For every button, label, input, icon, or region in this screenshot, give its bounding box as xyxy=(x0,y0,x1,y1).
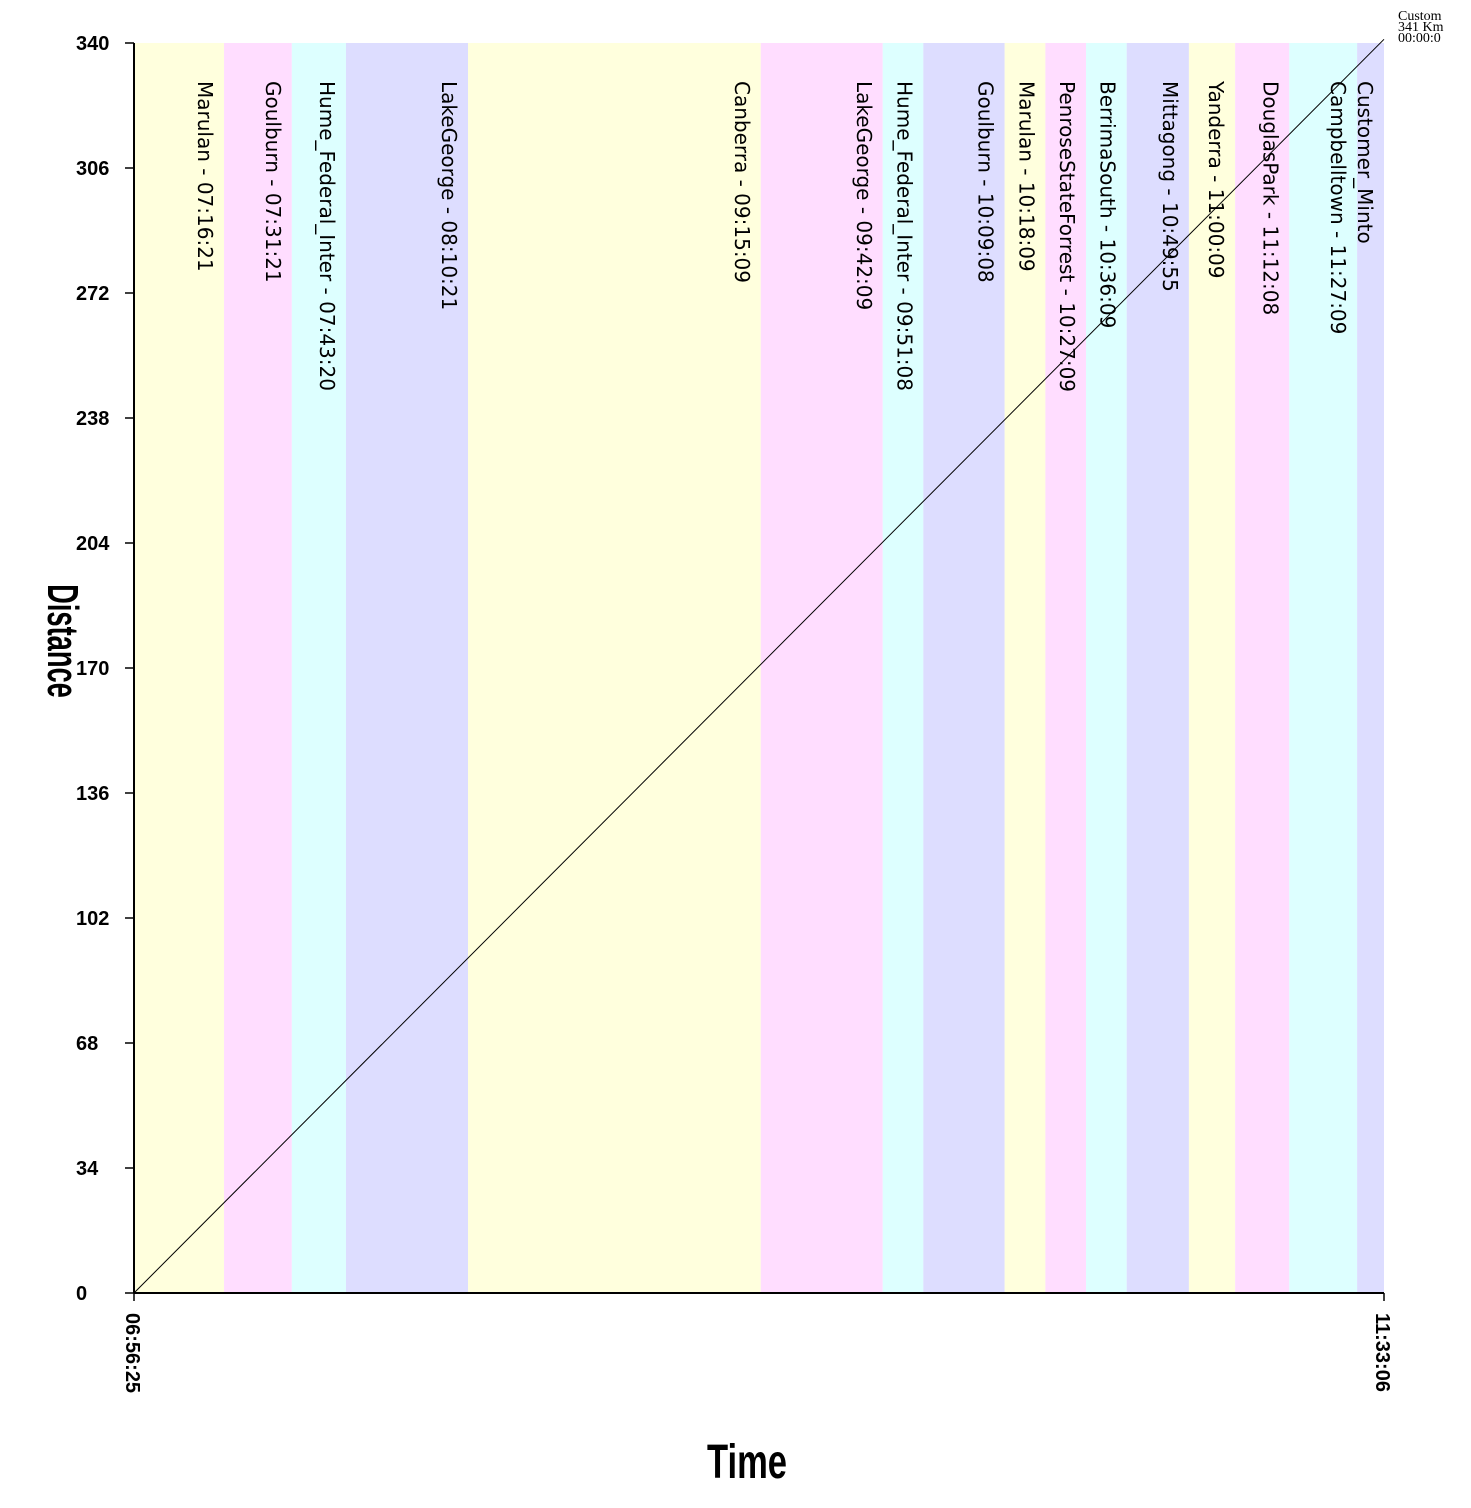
stop-band-15 xyxy=(1357,43,1384,1293)
stop-label-15: Customer_Minto xyxy=(1353,81,1377,244)
x-tick-label-1: 11:33:06 xyxy=(1371,1313,1393,1392)
stop-band-11 xyxy=(1126,43,1189,1293)
stop-label-7: Goulburn - 10:09:08 xyxy=(974,81,998,283)
stop-label-6: Hume_Federal_Inter - 09:51:08 xyxy=(892,81,916,391)
stop-band-5 xyxy=(760,43,883,1293)
stop-band-3 xyxy=(345,43,469,1293)
stop-label-11: Mittagong - 10:49:55 xyxy=(1158,81,1182,292)
y-axis-title: Distance xyxy=(38,584,87,698)
stop-label-0: Marulan - 07:16:21 xyxy=(193,81,217,272)
y-tick-label-6: 204 xyxy=(76,533,110,555)
corner-annotation-line-2: 00:00:0 xyxy=(1398,31,1441,46)
x-axis-title: Time xyxy=(707,1434,787,1488)
stop-band-12 xyxy=(1188,43,1236,1293)
stop-band-14 xyxy=(1289,43,1358,1293)
y-tick-label-8: 272 xyxy=(76,283,109,305)
y-tick-labels: 0 34 68 102 136 170 204 238 272 306 340 xyxy=(76,33,134,1305)
stop-label-13: DouglasPark - 11:12:08 xyxy=(1258,81,1282,315)
stop-label-14: Campbelltown - 11:27:09 xyxy=(1326,81,1350,334)
y-tick-label-9: 306 xyxy=(76,158,109,180)
stop-band-1 xyxy=(224,43,292,1293)
series-line-0 xyxy=(133,38,1385,1294)
stop-label-5: LakeGeorge - 09:42:09 xyxy=(852,81,876,310)
stop-label-1: Goulburn - 07:31:21 xyxy=(261,81,285,283)
corner-annotation-line-0: Custom xyxy=(1398,9,1442,24)
stop-label-3: LakeGeorge - 08:10:21 xyxy=(437,81,461,310)
stop-labels: Marulan - 07:16:21 Goulburn - 07:31:21 Hum… xyxy=(193,80,1377,392)
stop-band-2 xyxy=(291,43,346,1293)
stop-band-4 xyxy=(468,43,761,1293)
y-tick-label-5: 170 xyxy=(76,658,109,680)
stop-band-0 xyxy=(134,43,225,1293)
stop-band-13 xyxy=(1235,43,1290,1293)
stop-band-7 xyxy=(923,43,1005,1293)
stop-band-6 xyxy=(882,43,924,1293)
y-tick-label-7: 238 xyxy=(76,408,109,430)
stop-label-8: Marulan - 10:18:09 xyxy=(1014,81,1038,272)
y-tick-label-3: 102 xyxy=(76,908,109,930)
y-tick-label-10: 340 xyxy=(76,33,109,55)
corner-annotation-line-1: 341 Km xyxy=(1398,20,1444,35)
y-tick-label-0: 0 xyxy=(76,1283,87,1305)
y-tick-label-2: 68 xyxy=(76,1033,98,1055)
x-tick-labels: 06:56:25 11:33:06 xyxy=(121,1293,1393,1393)
stop-bands xyxy=(134,43,1384,1293)
stop-label-12: Yanderra - 11:00:09 xyxy=(1204,80,1228,279)
stop-label-2: Hume_Federal_Inter - 07:43:20 xyxy=(315,81,339,391)
stop-label-4: Canberra - 09:15:09 xyxy=(730,81,754,283)
stop-label-10: BerrimaSouth - 10:36:09 xyxy=(1096,81,1120,328)
stop-band-10 xyxy=(1086,43,1127,1293)
y-tick-label-4: 136 xyxy=(76,783,109,805)
x-tick-label-0: 06:56:25 xyxy=(121,1313,143,1393)
series-lines xyxy=(133,38,1385,1294)
stop-band-8 xyxy=(1004,43,1046,1293)
y-tick-label-1: 34 xyxy=(76,1158,99,1180)
stop-label-9: PenroseStateForrest - 10:27:09 xyxy=(1055,81,1079,392)
stop-band-9 xyxy=(1045,43,1087,1293)
